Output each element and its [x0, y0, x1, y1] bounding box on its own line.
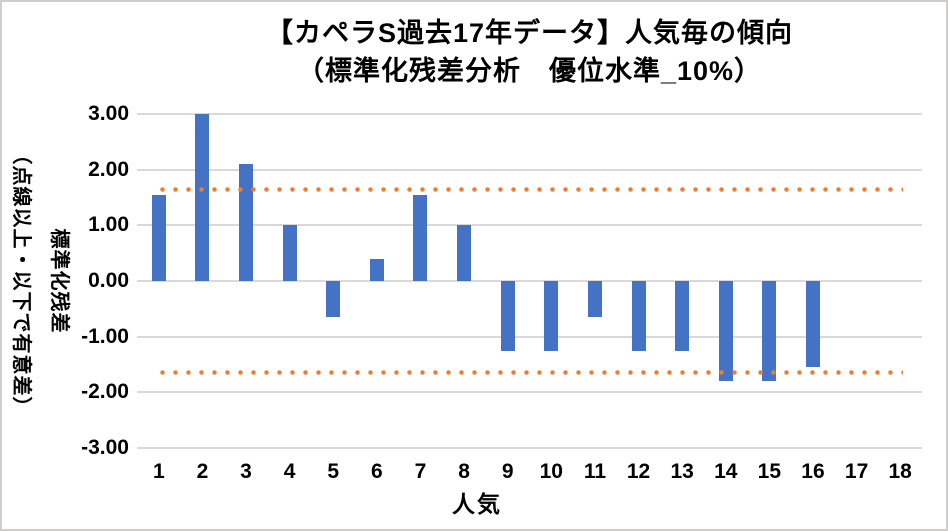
x-tick-label: 15	[757, 460, 782, 483]
bar	[587, 281, 602, 318]
bar	[544, 281, 559, 351]
bar	[369, 258, 384, 281]
chart-title-line2: （標準化残差分析 優位水準_10%）	[296, 56, 763, 86]
x-tick-label: 7	[414, 460, 427, 483]
gridline	[137, 335, 922, 338]
x-tick-label: 18	[888, 460, 912, 483]
y-tick-label: -3.00	[81, 436, 129, 459]
x-axis-title: 人気	[452, 491, 502, 517]
bar	[805, 281, 820, 368]
gridline	[137, 168, 922, 171]
y-tick-label: -2.00	[81, 380, 129, 404]
y-tick-label: -1.00	[81, 324, 129, 348]
x-tick-label: 14	[714, 460, 738, 483]
chart-title-line1: 【カペラS過去17年データ】人気毎の傾向	[265, 18, 794, 48]
bar	[282, 225, 297, 281]
x-tick-label: 2	[196, 460, 209, 483]
x-tick-label: 3	[240, 460, 252, 483]
y-tick-label: 3.00	[88, 102, 129, 125]
gridline	[137, 391, 922, 394]
bar	[413, 194, 428, 281]
x-tick-label: 12	[626, 460, 651, 483]
bar	[500, 281, 515, 351]
bar	[151, 194, 166, 281]
x-tick-label: 1	[152, 460, 165, 483]
x-tick-label: 9	[501, 460, 514, 483]
x-tick-label: 10	[539, 460, 563, 483]
bar	[675, 281, 690, 351]
y-tick-label: 1.00	[88, 213, 129, 237]
x-tick-label: 8	[458, 460, 470, 483]
y-tick-label: 0.00	[88, 269, 129, 292]
gridline	[137, 280, 922, 282]
bar	[762, 281, 777, 382]
y-tick-label: 2.00	[88, 157, 129, 181]
x-tick-label: 11	[583, 460, 607, 483]
gridline	[137, 447, 922, 449]
threshold-line-upper	[155, 186, 904, 192]
x-tick-label: 4	[283, 460, 296, 483]
gridline	[137, 113, 922, 115]
x-tick-label: 17	[844, 460, 869, 483]
bar	[326, 281, 341, 318]
x-tick-label: 6	[371, 460, 383, 483]
bar	[239, 164, 254, 281]
x-tick-label: 5	[327, 460, 340, 483]
x-tick-label: 13	[670, 460, 694, 483]
chart-title: 【カペラS過去17年データ】人気毎の傾向 （標準化残差分析 優位水準_10%）	[137, 14, 922, 90]
x-tick-label: 16	[801, 460, 825, 483]
threshold-line-lower	[155, 370, 904, 376]
bar	[631, 281, 646, 351]
gridline	[137, 224, 922, 227]
bar	[718, 281, 733, 382]
bar	[195, 114, 210, 281]
bar	[457, 225, 472, 281]
